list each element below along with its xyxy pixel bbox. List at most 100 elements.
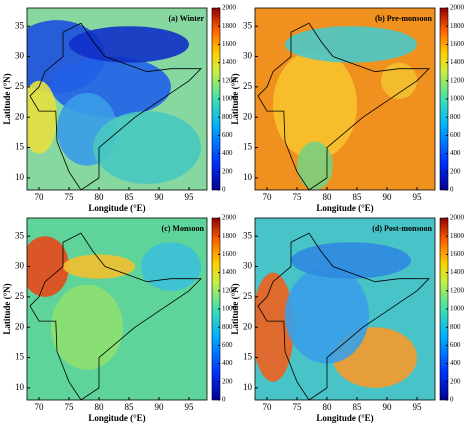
y-tick-label: 30 xyxy=(243,261,253,271)
x-axis-label: Longitude (°E) xyxy=(316,413,373,423)
colorbar-tick-label: 1600 xyxy=(222,250,237,258)
y-tick-label: 25 xyxy=(243,81,253,91)
map-region xyxy=(297,141,333,190)
x-tick-label: 70 xyxy=(35,402,45,412)
colorbar-tick-label: 0 xyxy=(222,396,226,404)
x-tick-label: 90 xyxy=(155,192,165,202)
panel-title: (d) Post-monsoon xyxy=(372,224,432,233)
y-tick-label: 35 xyxy=(15,20,25,30)
colorbar-tick-label: 1600 xyxy=(450,40,465,48)
y-tick-label: 10 xyxy=(243,382,253,392)
y-tick-label: 30 xyxy=(243,51,253,61)
colorbar-tick-label: 400 xyxy=(222,149,233,157)
colorbar-tick-label: 1800 xyxy=(450,232,465,240)
colorbar-tick-label: 1800 xyxy=(222,232,237,240)
map-region xyxy=(285,26,417,63)
x-tick-label: 95 xyxy=(185,192,195,202)
colorbar-tick-label: 600 xyxy=(450,341,461,349)
y-axis-label: Latitude (°N) xyxy=(230,283,240,334)
y-axis-label: Latitude (°N) xyxy=(2,283,12,334)
y-tick-label: 35 xyxy=(15,230,25,240)
colorbar-tick-label: 200 xyxy=(450,167,461,175)
plot-frame xyxy=(254,7,436,191)
colorbar-tick-label: 800 xyxy=(222,113,233,121)
colorbar-tick-label: 1000 xyxy=(450,95,465,103)
colorbar-tick-label: 2000 xyxy=(222,4,237,12)
plot-frame xyxy=(26,217,208,401)
x-tick-label: 70 xyxy=(35,192,45,202)
colorbar-tick-label: 0 xyxy=(450,186,454,194)
map-region xyxy=(273,50,357,160)
colorbar-tick-label: 400 xyxy=(450,359,461,367)
colorbar-tick-label: 1800 xyxy=(450,22,465,30)
panel-title: (c) Monsoon xyxy=(162,224,205,233)
map-region xyxy=(285,266,369,364)
map xyxy=(27,218,207,400)
x-tick-label: 95 xyxy=(413,192,423,202)
colorbar-tick-label: 600 xyxy=(222,341,233,349)
x-tick-label: 90 xyxy=(383,402,393,412)
y-tick-label: 30 xyxy=(15,51,25,61)
plot-frame xyxy=(26,7,208,191)
colorbar-tick-label: 0 xyxy=(222,186,226,194)
colorbar-tick-label: 2000 xyxy=(450,4,465,12)
x-tick-label: 85 xyxy=(353,402,363,412)
colorbar-tick-label: 600 xyxy=(450,131,461,139)
colorbar-tick-label: 1600 xyxy=(450,250,465,258)
colorbar-tick-label: 400 xyxy=(450,149,461,157)
colorbar-tick-label: 1000 xyxy=(222,305,237,313)
x-tick-label: 70 xyxy=(263,402,273,412)
x-tick-label: 90 xyxy=(383,192,393,202)
x-tick-label: 75 xyxy=(293,402,303,412)
y-tick-label: 20 xyxy=(15,111,25,121)
colorbar-tick-label: 1000 xyxy=(222,95,237,103)
x-tick-label: 80 xyxy=(95,402,105,412)
x-tick-label: 75 xyxy=(65,402,75,412)
colorbar-tick-label: 800 xyxy=(222,323,233,331)
country-outline xyxy=(257,22,430,190)
x-tick-label: 85 xyxy=(125,402,135,412)
x-tick-label: 75 xyxy=(65,192,75,202)
y-tick-label: 15 xyxy=(243,352,253,362)
x-tick-label: 85 xyxy=(353,192,363,202)
colorbar-tick-label: 0 xyxy=(450,396,454,404)
map-region xyxy=(93,111,201,184)
colorbar-tick-label: 1200 xyxy=(222,286,237,294)
y-tick-label: 15 xyxy=(243,142,253,152)
y-tick-label: 15 xyxy=(15,142,25,152)
x-axis-label: Longitude (°E) xyxy=(88,413,145,423)
map-region xyxy=(141,242,201,291)
colorbar-tick-label: 200 xyxy=(450,377,461,385)
x-tick-label: 75 xyxy=(293,192,303,202)
x-axis-label: Longitude (°E) xyxy=(316,203,373,213)
country-outline xyxy=(29,232,202,400)
colorbar-tick-label: 1200 xyxy=(450,286,465,294)
colorbar-tick-label: 1600 xyxy=(222,40,237,48)
country-outline xyxy=(257,232,430,400)
y-tick-label: 20 xyxy=(243,321,253,331)
y-tick-label: 25 xyxy=(15,291,25,301)
panel-title: (a) Winter xyxy=(169,14,205,23)
x-tick-label: 95 xyxy=(185,402,195,412)
x-tick-label: 80 xyxy=(323,402,333,412)
map xyxy=(27,8,207,190)
y-tick-label: 15 xyxy=(15,352,25,362)
y-axis-label: Latitude (°N) xyxy=(230,73,240,124)
colorbar-tick-label: 2000 xyxy=(450,214,465,222)
colorbar-tick-label: 1400 xyxy=(450,268,465,276)
colorbar-tick-label: 1200 xyxy=(222,76,237,84)
colorbar-tick-label: 2000 xyxy=(222,214,237,222)
y-tick-label: 25 xyxy=(15,81,25,91)
y-tick-label: 35 xyxy=(243,230,253,240)
map-region xyxy=(51,284,123,370)
colorbar-tick-label: 1400 xyxy=(450,58,465,66)
x-tick-label: 80 xyxy=(95,192,105,202)
colorbar-tick-label: 800 xyxy=(450,323,461,331)
colorbar-tick-label: 1800 xyxy=(222,22,237,30)
map-region xyxy=(69,26,189,63)
x-tick-label: 85 xyxy=(125,192,135,202)
map xyxy=(255,218,435,400)
x-tick-label: 90 xyxy=(155,402,165,412)
y-tick-label: 35 xyxy=(243,20,253,30)
